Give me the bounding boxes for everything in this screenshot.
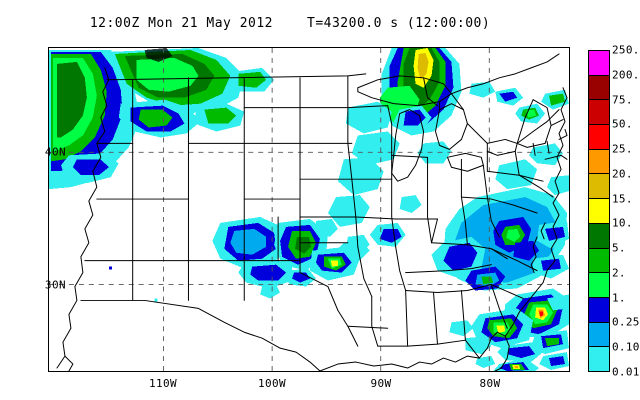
colorbar-band-2.-5.[interactable] — [589, 248, 609, 274]
precip-isolated-west — [108, 266, 158, 303]
colorbar-band-10.-15.[interactable] — [589, 199, 609, 224]
colorbar-tick-50: 50. — [612, 117, 633, 131]
colorbar-band-5.-10.[interactable] — [589, 223, 609, 249]
colorbar-band-20.-25.[interactable] — [589, 149, 609, 175]
colorbar-tick-20: 20. — [612, 167, 633, 181]
colorbar-tick-5: 5. — [612, 241, 626, 255]
x-tick-80w: 80W — [479, 377, 501, 390]
colorbar-tick-2: 2. — [612, 266, 626, 280]
colorbar-tick-250: 250. — [612, 43, 640, 57]
colorbar-tick-25: 25. — [612, 142, 633, 156]
colorbar-tick-010: 0.10 — [612, 340, 640, 354]
colorbar-band-0.10-0.25[interactable] — [589, 322, 609, 348]
precip-florida — [475, 294, 569, 371]
colorbar-band-200.-250.[interactable] — [589, 51, 609, 76]
colorbar[interactable] — [588, 50, 610, 372]
precip-new-england — [469, 81, 569, 124]
y-tick-30n: 30N — [44, 278, 66, 292]
colorbar-tick-labels: 250. 200. 75. 50. 25. 20. 15. 10. 5. 2. 1. 0.25 0.10… — [612, 44, 640, 379]
colorbar-band-75.-200.[interactable] — [589, 75, 609, 101]
x-tick-90w: 90W — [370, 377, 392, 390]
colorbar-tick-200: 200. — [612, 68, 640, 82]
colorbar-band-50.-75.[interactable] — [589, 100, 609, 126]
chart-title: 12:00Z Mon 21 May 2012 T=43200.0 s (12:0… — [0, 16, 580, 31]
x-tick-100w: 100W — [257, 377, 287, 390]
colorbar-band-0.25-1.[interactable] — [589, 297, 609, 323]
map-canvas — [49, 48, 569, 371]
precip-carolinas — [449, 288, 569, 363]
precipitation-field — [49, 48, 569, 371]
precip-southern-plains — [212, 216, 370, 299]
map-plot-area[interactable] — [48, 47, 570, 372]
colorbar-tick-75: 75. — [612, 93, 633, 107]
colorbar-band-25.-50.[interactable] — [589, 125, 609, 150]
colorbar-tick-15: 15. — [612, 192, 633, 206]
colorbar-tick-1: 1. — [612, 291, 626, 305]
colorbar-tick-10: 10. — [612, 216, 633, 230]
x-tick-110w: 110W — [148, 377, 178, 390]
title-valid-time: 12:00Z Mon 21 May 2012 — [89, 16, 273, 31]
precip-mid-atlantic — [431, 143, 569, 291]
title-forecast-time: T=43200.0 s (12:00:00) — [307, 16, 491, 31]
colorbar-tick-001: 0.01 — [612, 365, 640, 379]
colorbar-band-15.-20.[interactable] — [589, 174, 609, 200]
colorbar-band-0.01-0.10[interactable] — [589, 347, 609, 371]
colorbar-tick-025: 0.25 — [612, 315, 640, 329]
map-svg — [49, 48, 569, 371]
y-tick-40n: 40N — [44, 145, 66, 159]
map-gridlines — [49, 48, 569, 371]
map-boundaries — [56, 53, 568, 371]
precip-pacific-northwest — [49, 48, 275, 190]
colorbar-band-1.-2.[interactable] — [589, 273, 609, 298]
